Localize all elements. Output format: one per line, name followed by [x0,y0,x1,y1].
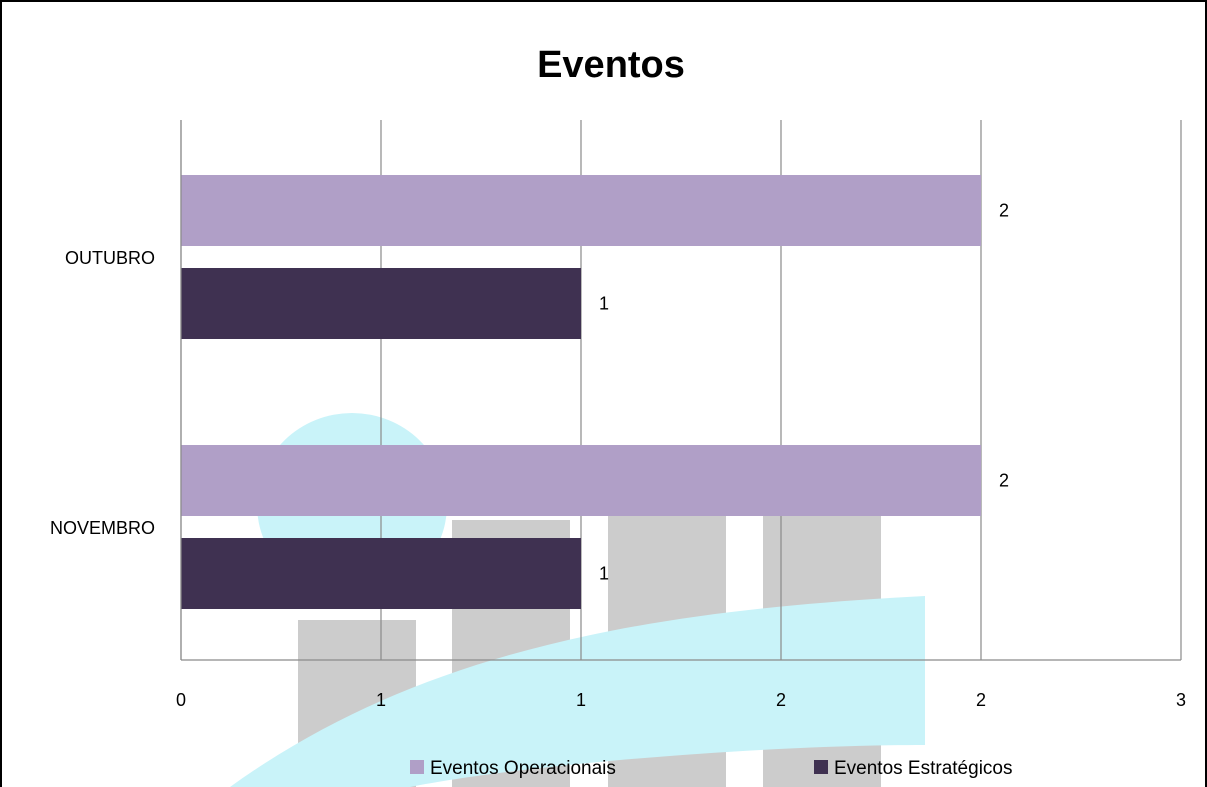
x-tick-label: 1 [376,690,386,710]
legend-label: Eventos Estratégicos [834,758,1012,779]
axes [180,120,1181,661]
category-labels: OUTUBRO NOVEMBRO [50,248,155,538]
bar [181,445,981,516]
x-tick-label: 0 [176,690,186,710]
bar [181,268,581,339]
legend: Eventos Operacionais Eventos Estratégicos [410,758,1012,779]
watermark-cyan-swoosh [230,596,925,787]
data-labels: 2 1 2 1 [599,201,1009,584]
x-tick-label: 1 [576,690,586,710]
data-label: 2 [999,471,1009,491]
bars [181,175,981,609]
legend-swatch [410,760,424,774]
data-label: 1 [599,564,609,584]
legend-swatch [814,760,828,774]
data-label: 1 [599,294,609,314]
x-axis-ticks: 0 1 1 2 2 3 [176,690,1186,710]
chart-title: Eventos [537,44,685,86]
bar [181,538,581,609]
x-tick-label: 2 [776,690,786,710]
category-label: NOVEMBRO [50,518,155,538]
x-tick-label: 3 [1176,690,1186,710]
x-tick-label: 2 [976,690,986,710]
bar [181,175,981,246]
data-label: 2 [999,201,1009,221]
legend-label: Eventos Operacionais [430,758,616,779]
category-label: OUTUBRO [65,248,155,268]
